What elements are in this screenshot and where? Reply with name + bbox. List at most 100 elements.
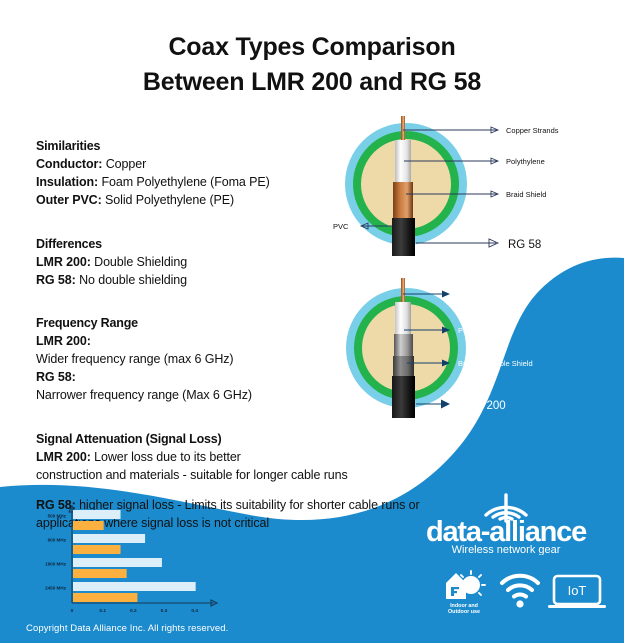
arrow-copper-icon — [442, 290, 450, 298]
laptop-icon — [548, 574, 606, 608]
bar-lmr-200-900-MHz — [73, 545, 121, 554]
indoor-outdoor-badge: Indoor and Outdoor use — [446, 570, 486, 615]
arrow-name-icon — [488, 238, 500, 248]
row-label: LMR 200: — [36, 334, 91, 348]
similarities-row: Outer PVC: Solid Polyethylene (PE) — [36, 191, 456, 209]
wifi-badge — [500, 573, 540, 608]
logo-tagline: Wireless network gear — [452, 544, 561, 555]
data-alliance-logo: data-alliance Wireless network gear — [426, 493, 588, 555]
bar-lmr-200-1900-MHz — [73, 569, 127, 578]
row-label: LMR 200: — [36, 254, 91, 269]
iot-label: IoT — [568, 583, 587, 598]
row-value: Copper — [102, 157, 147, 172]
arrow-pvc-icon — [359, 222, 369, 230]
differences-row: RG 58: No double shielding — [36, 271, 456, 289]
y-tick-label: 500 MHz — [48, 514, 67, 519]
arrow-braid-icon — [490, 190, 500, 198]
label-pvc: PVC — [333, 222, 349, 231]
attenuation-bar-chart: 500 MHz 900 MHz 1900 MHz 2450 MHz 0 0.1 0.… — [45, 504, 219, 614]
y-axis-arrow-icon — [68, 504, 76, 513]
arrow-copper-icon — [490, 126, 500, 134]
row-value: Double Shielding — [90, 254, 188, 269]
bar-rg-58-1900-MHz — [73, 558, 162, 567]
label-copper-strands: Copper Strands — [458, 290, 511, 299]
outer-jacket-layer — [392, 218, 415, 256]
section-frequency-range: Frequency Range LMR 200: Wider frequency… — [36, 314, 456, 405]
differences-heading: Differences — [36, 236, 102, 251]
frequency-row: LMR 200: — [36, 332, 456, 350]
rg58-callouts: Copper Strands Polythylene Braid Shield … — [333, 126, 559, 251]
footer-copyright: Copyright Data Alliance Inc. All rights … — [26, 623, 229, 634]
bar-rg-58-2450-MHz — [73, 582, 196, 591]
bar-rg-58-500-MHz — [73, 510, 121, 519]
y-tick-label: 2450 MHz — [45, 586, 67, 591]
page-title: Coax Types Comparison Between LMR 200 an… — [0, 30, 624, 99]
cable-diagram-rg58: Copper Strands Polythylene Braid Shield … — [333, 116, 559, 256]
x-tick-label: 0.1 — [99, 608, 106, 614]
lmr200-cable-profile — [392, 278, 415, 418]
content-column: Similarities Conductor: Copper Insulatio… — [36, 137, 456, 532]
frequency-heading: Frequency Range — [36, 315, 138, 330]
similarities-heading: Similarities — [36, 139, 101, 153]
logo-wordmark: data-alliance — [426, 516, 587, 548]
attenuation-lmr-row-2: construction and materials - suitable fo… — [36, 467, 348, 482]
row-label: Outer PVC: — [36, 193, 102, 208]
row-value: Solid Polyethylene (PE) — [101, 193, 235, 208]
row-label: LMR 200: — [36, 449, 91, 464]
row-label: RG 58: — [36, 370, 76, 385]
section-signal-attenuation: Signal Attenuation (Signal Loss) LMR 200… — [36, 430, 456, 533]
row-value: higher signal loss - Limits its suitabil… — [75, 497, 420, 512]
section-similarities: Similarities Conductor: Copper Insulatio… — [36, 137, 456, 210]
attenuation-heading: Signal Attenuation (Signal Loss) — [36, 431, 222, 446]
wifi-icon — [500, 573, 540, 608]
x-tick-label: 0.3 — [161, 608, 168, 614]
badge-line-1: Indoor and — [450, 603, 478, 609]
y-tick-label: 1900 MHz — [45, 562, 67, 567]
x-tick-label: 0.2 — [130, 608, 137, 614]
row-label: Conductor: — [36, 157, 103, 172]
title-line-1: Coax Types Comparison — [168, 33, 456, 61]
row-label: RG 58: — [36, 272, 76, 287]
label-copper-strands: Copper Strands — [506, 126, 559, 135]
rg58-cable-profile — [392, 116, 415, 256]
outer-jacket-layer — [392, 376, 415, 418]
arrow-braid-icon — [442, 359, 450, 367]
arrow-poly-icon — [442, 326, 450, 334]
label-braid-shield: Braid Shield — [506, 190, 546, 199]
spacer — [36, 484, 456, 496]
bar-lmr-200-2450-MHz — [73, 593, 138, 602]
frequency-row: Narrower frequency range (Max 6 GHz) — [36, 388, 252, 403]
copper-conductor — [401, 278, 405, 320]
arrow-poly-icon — [490, 157, 500, 165]
row-value: No double shielding — [75, 272, 187, 287]
row-label: Insulation: — [36, 175, 99, 190]
x-axis-arrow-icon — [210, 599, 219, 607]
y-tick-label: 900 MHz — [48, 538, 67, 543]
chart-bars — [73, 510, 196, 602]
label-polythylene: Polythylene — [506, 157, 545, 166]
similarities-row: Conductor: Copper — [36, 155, 456, 173]
x-tick-label: 0 — [71, 608, 74, 614]
frequency-row: Wider frequency range (max 6 GHz) — [36, 352, 234, 367]
braid-shield-outer — [393, 356, 414, 380]
arrow-name-icon — [441, 399, 450, 409]
cable-diagram-lmr200: Copper Strands Polythylene Braided Doubl… — [346, 278, 533, 418]
section-differences: Differences LMR 200: Double Shielding RG… — [36, 235, 456, 289]
bar-lmr-200-500-MHz — [73, 521, 104, 530]
attenuation-lmr-row: LMR 200: Lower loss due to its better — [36, 448, 456, 466]
chart-x-tick-labels: 0 0.1 0.2 0.3 0.4 — [71, 608, 199, 614]
signal-arcs-icon — [484, 493, 528, 523]
row-value: Foam Polyethylene (Foma PE) — [98, 175, 270, 190]
label-cable-name-rg58: RG 58 — [508, 239, 541, 251]
label-polythylene: Polythylene — [458, 326, 497, 335]
differences-row: LMR 200: Double Shielding — [36, 253, 456, 271]
badge-line-2: Outdoor use — [448, 609, 480, 615]
row-label: RG 58: — [36, 497, 76, 512]
x-tick-label: 0.4 — [191, 608, 198, 614]
title-line-2: Between LMR 200 and RG 58 — [142, 67, 482, 96]
bar-rg-58-900-MHz — [73, 534, 146, 543]
attenuation-rg-row: RG 58: higher signal loss - Limits its s… — [36, 496, 456, 514]
label-braided-double-shield: Braided Double Shield — [458, 359, 533, 368]
